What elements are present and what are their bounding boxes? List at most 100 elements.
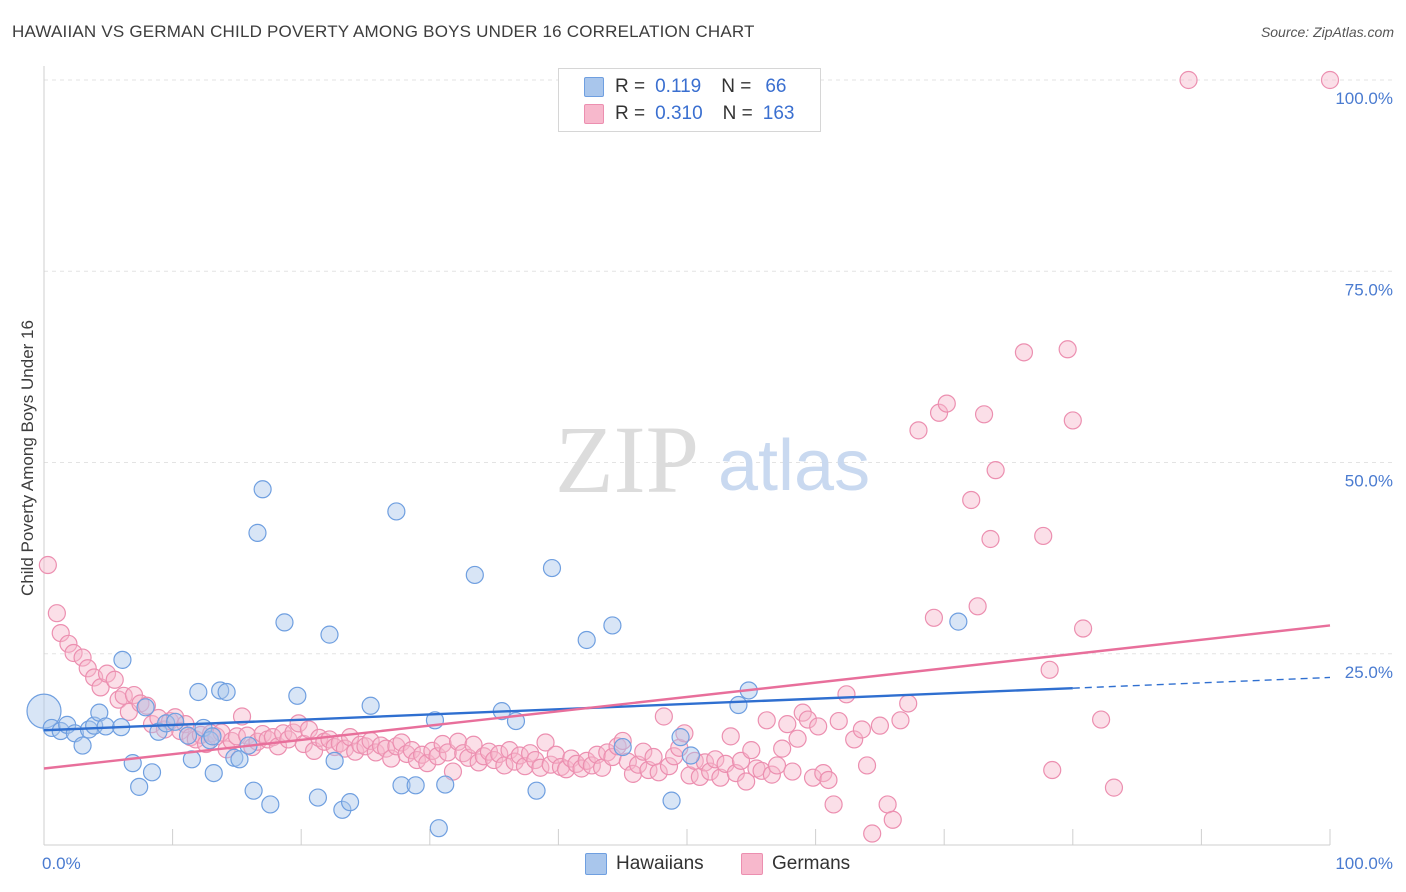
german-point bbox=[962, 490, 981, 510]
hawaiian-point bbox=[157, 714, 176, 733]
legend-r-label: R = bbox=[615, 76, 646, 97]
germans-points bbox=[38, 70, 1340, 843]
hawaiian-point bbox=[325, 751, 344, 770]
german-point bbox=[824, 795, 843, 814]
german-point bbox=[608, 737, 627, 756]
hawaiian-point bbox=[189, 682, 208, 702]
german-point bbox=[38, 555, 57, 575]
german-point bbox=[232, 707, 252, 726]
german-point bbox=[924, 608, 944, 627]
german-point bbox=[870, 716, 890, 735]
hawaiian-point bbox=[387, 502, 406, 521]
german-point bbox=[773, 739, 792, 758]
german-point bbox=[536, 733, 555, 752]
legend-n-label: N = bbox=[722, 103, 753, 124]
hawaiians-swatch bbox=[585, 853, 607, 875]
german-point bbox=[929, 403, 949, 422]
german-point bbox=[78, 659, 97, 678]
german-point bbox=[114, 686, 133, 705]
germans-trend-line bbox=[43, 624, 1331, 770]
series-legend: Hawaiians Germans bbox=[0, 850, 1406, 880]
legend-label-germans: Germans bbox=[772, 853, 851, 874]
german-point bbox=[105, 670, 124, 689]
german-point bbox=[659, 757, 679, 776]
tick-labels: 100.0% 75.0% 50.0% 25.0% 0.0% 100.0% bbox=[42, 89, 1393, 873]
hawaiian-point bbox=[204, 763, 223, 783]
trend-lines bbox=[43, 624, 1331, 770]
x-tick-label-start: 0.0% bbox=[42, 854, 81, 873]
german-point bbox=[1091, 710, 1111, 729]
legend-label-hawaiians: Hawaiians bbox=[616, 853, 704, 874]
hawaiian-point bbox=[681, 746, 700, 765]
hawaiian-point bbox=[230, 750, 249, 769]
germans-swatch bbox=[741, 853, 763, 875]
legend-r-label: R = bbox=[615, 103, 646, 124]
german-point bbox=[613, 731, 632, 751]
german-point bbox=[407, 750, 427, 770]
german-point bbox=[891, 711, 910, 730]
hawaiian-point bbox=[275, 613, 294, 632]
german-point bbox=[1073, 619, 1093, 638]
german-point bbox=[783, 762, 802, 781]
german-point bbox=[423, 741, 442, 761]
german-point bbox=[981, 529, 1000, 549]
german-point bbox=[968, 597, 987, 616]
german-point bbox=[402, 741, 421, 760]
german-point bbox=[392, 733, 411, 752]
y-tick-label: 25.0% bbox=[1345, 663, 1393, 682]
hawaiian-point bbox=[613, 737, 632, 757]
hawaiian-point bbox=[244, 781, 263, 800]
chart-title: HAWAIIAN VS GERMAN CHILD POVERTY AMONG B… bbox=[12, 22, 755, 41]
german-point bbox=[634, 742, 653, 761]
hawaiian-point bbox=[320, 625, 339, 644]
hawaiian-point bbox=[340, 793, 360, 812]
hawaiian-point bbox=[603, 616, 622, 635]
german-point bbox=[716, 754, 735, 774]
german-point bbox=[803, 768, 823, 787]
german-point bbox=[335, 739, 355, 758]
hawaiian-point bbox=[130, 777, 149, 796]
hawaiian-point bbox=[178, 726, 198, 745]
hawaiian-point bbox=[333, 800, 352, 819]
german-point bbox=[649, 763, 668, 782]
german-point bbox=[852, 720, 871, 739]
hawaiian-point bbox=[577, 630, 596, 650]
watermark-atlas: atlas bbox=[718, 426, 870, 506]
german-point bbox=[863, 824, 882, 843]
german-point bbox=[557, 760, 576, 779]
german-point bbox=[64, 643, 83, 663]
legend-n-value: 66 bbox=[765, 76, 787, 97]
german-point bbox=[500, 741, 519, 760]
german-point bbox=[721, 727, 740, 746]
hawaiian-point bbox=[142, 763, 162, 782]
legend-item-hawaiians[interactable]: Hawaiians bbox=[585, 853, 704, 875]
german-point bbox=[788, 729, 807, 748]
y-tick-label: 75.0% bbox=[1345, 280, 1393, 299]
german-point bbox=[974, 405, 994, 424]
german-point bbox=[73, 648, 92, 667]
hawaiian-point bbox=[671, 728, 690, 747]
hawaiian-point bbox=[211, 681, 230, 700]
german-point bbox=[1063, 411, 1082, 430]
y-tick-label: 100.0% bbox=[1335, 89, 1393, 108]
hawaiian-point bbox=[182, 750, 201, 769]
legend-r-value: 0.310 bbox=[655, 103, 703, 124]
legend-item-germans[interactable]: Germans bbox=[741, 853, 850, 875]
german-point bbox=[448, 732, 468, 751]
hawaiian-point bbox=[465, 565, 484, 585]
german-point bbox=[829, 711, 848, 731]
german-point bbox=[1040, 660, 1059, 679]
german-point bbox=[809, 717, 828, 736]
axes bbox=[43, 66, 1331, 846]
gridlines bbox=[44, 79, 1395, 655]
hawaiian-point bbox=[113, 650, 132, 669]
german-point bbox=[819, 770, 838, 790]
german-point bbox=[464, 735, 483, 754]
hawaiian-point bbox=[308, 788, 328, 807]
german-point bbox=[778, 715, 797, 734]
german-point bbox=[654, 707, 673, 726]
hawaiian-point bbox=[136, 698, 155, 717]
stats-legend: R = 0.119 N = 66 R = 0.310 N = 163 bbox=[558, 68, 821, 132]
german-point bbox=[737, 772, 756, 791]
